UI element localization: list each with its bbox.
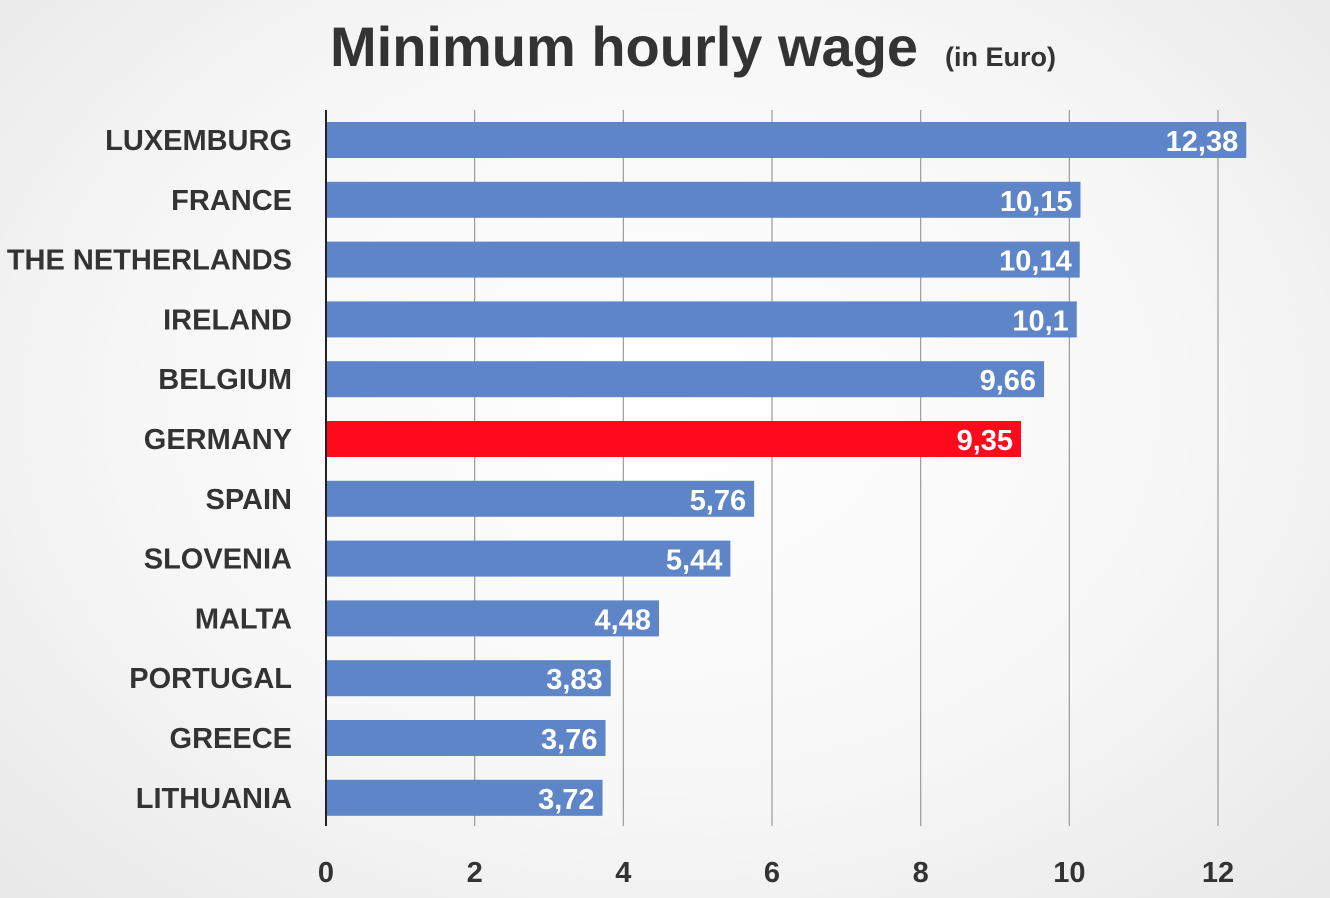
bar (326, 301, 1077, 338)
bar-value-label: 12,38 (1166, 126, 1239, 158)
category-label: FRANCE (171, 185, 292, 217)
bar (326, 122, 1247, 158)
bar-value-label: 9,66 (980, 365, 1036, 397)
category-label: GREECE (170, 723, 292, 755)
bar (326, 241, 1080, 278)
category-label: THE NETHERLANDS (7, 245, 292, 277)
x-tick-label: 8 (913, 857, 929, 889)
category-label: LUXEMBURG (105, 125, 292, 157)
bar-value-label: 10,14 (999, 246, 1072, 278)
bar (326, 720, 606, 756)
x-tick-label: 6 (764, 857, 780, 889)
category-label: MALTA (195, 603, 292, 635)
category-label: SLOVENIA (144, 544, 292, 576)
gridlines (474, 110, 1219, 826)
bar-value-label: 10,1 (1012, 305, 1068, 337)
bar-value-label: 3,72 (538, 784, 594, 816)
bar (326, 361, 1045, 398)
x-tick-label: 2 (467, 857, 483, 889)
bar-value-label: 5,76 (690, 485, 746, 517)
chart-subtitle: (in Euro) (945, 42, 1056, 72)
category-label: GERMANY (144, 424, 292, 456)
bar-value-label: 10,15 (1000, 186, 1073, 218)
bar (326, 779, 603, 816)
bar (326, 421, 1022, 457)
bar (326, 181, 1081, 218)
category-label: SPAIN (206, 484, 292, 516)
chart-title: Minimum hourly wage (330, 15, 918, 78)
bar (326, 480, 755, 517)
bar-value-label: 5,44 (666, 545, 722, 577)
category-label: PORTUGAL (129, 663, 292, 695)
bar-value-label: 9,35 (957, 425, 1013, 457)
category-label: BELGIUM (158, 364, 292, 396)
bar-value-label: 3,83 (546, 664, 602, 696)
category-label: IRELAND (163, 304, 292, 336)
x-tick-label: 4 (615, 857, 631, 889)
x-tick-label: 0 (318, 857, 334, 889)
bar (326, 540, 731, 577)
bar-value-label: 4,48 (595, 604, 651, 636)
bar-value-label: 3,76 (541, 724, 597, 756)
x-tick-label: 10 (1053, 857, 1085, 889)
x-tick-label: 12 (1202, 857, 1234, 889)
bar (326, 660, 611, 697)
category-label: LITHUANIA (136, 783, 292, 815)
bar (326, 600, 660, 637)
category-labels: LUXEMBURG FRANCE THE NETHERLANDS IRELAND BEL… (7, 125, 292, 815)
bars: 12,38 10,15 10,14 10,1 9,66 9,35 5,76 5,44 4,48 3… (326, 122, 1247, 816)
x-axis-ticks: 0 2 4 6 8 10 12 (318, 857, 1234, 889)
